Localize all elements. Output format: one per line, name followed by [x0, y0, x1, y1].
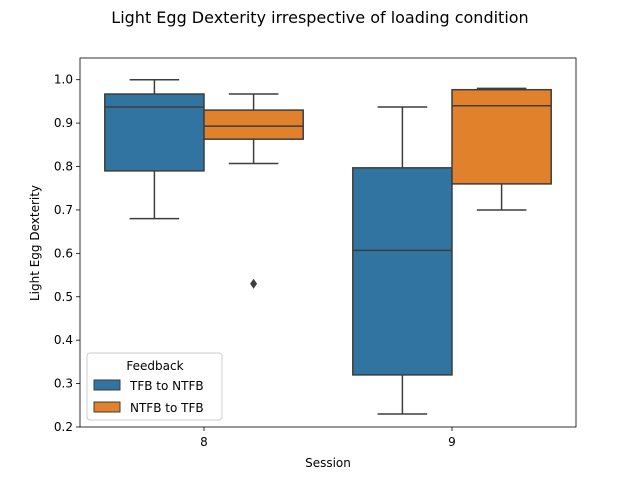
legend-swatch-ntfb-to-tfb — [93, 401, 121, 413]
legend-title: Feedback — [126, 359, 183, 373]
y-tick-label: 0.7 — [54, 203, 73, 217]
legend-label-tfb-to-ntfb: TFB to NTFB — [129, 379, 204, 393]
legend-frame — [86, 352, 223, 421]
chart-title: Light Egg Dexterity irrespective of load… — [111, 8, 529, 27]
iqr-box — [352, 167, 453, 376]
y-tick-label: 0.6 — [54, 246, 73, 260]
iqr-box — [451, 88, 552, 185]
outlier-point — [250, 278, 258, 289]
y-tick-label: 0.8 — [54, 160, 73, 174]
legend-label-ntfb-to-tfb: NTFB to TFB — [130, 401, 204, 415]
y-tick-label: 1.0 — [54, 73, 73, 87]
plot-frame — [79, 57, 577, 428]
x-axis-label: Session — [305, 456, 351, 470]
legend: Feedback TFB to NTFB NTFB to TFB — [86, 352, 223, 421]
y-axis: 0.2 0.3 0.4 0.5 0.6 0.7 0.8 0.9 1.0 — [54, 73, 80, 434]
iqr-box — [104, 93, 205, 172]
y-tick-label: 0.4 — [54, 333, 73, 347]
y-tick-label: 0.2 — [54, 420, 73, 434]
x-tick-label: 8 — [200, 435, 208, 449]
iqr-box — [203, 109, 304, 140]
box-layer — [104, 78, 552, 415]
y-axis-label: Light Egg Dexterity — [28, 185, 42, 301]
y-tick-label: 0.9 — [54, 116, 73, 130]
x-tick-label: 9 — [448, 435, 456, 449]
y-tick-label: 0.5 — [54, 290, 73, 304]
legend-swatch-tfb-to-ntfb — [93, 379, 121, 391]
y-tick-label: 0.3 — [54, 377, 73, 391]
